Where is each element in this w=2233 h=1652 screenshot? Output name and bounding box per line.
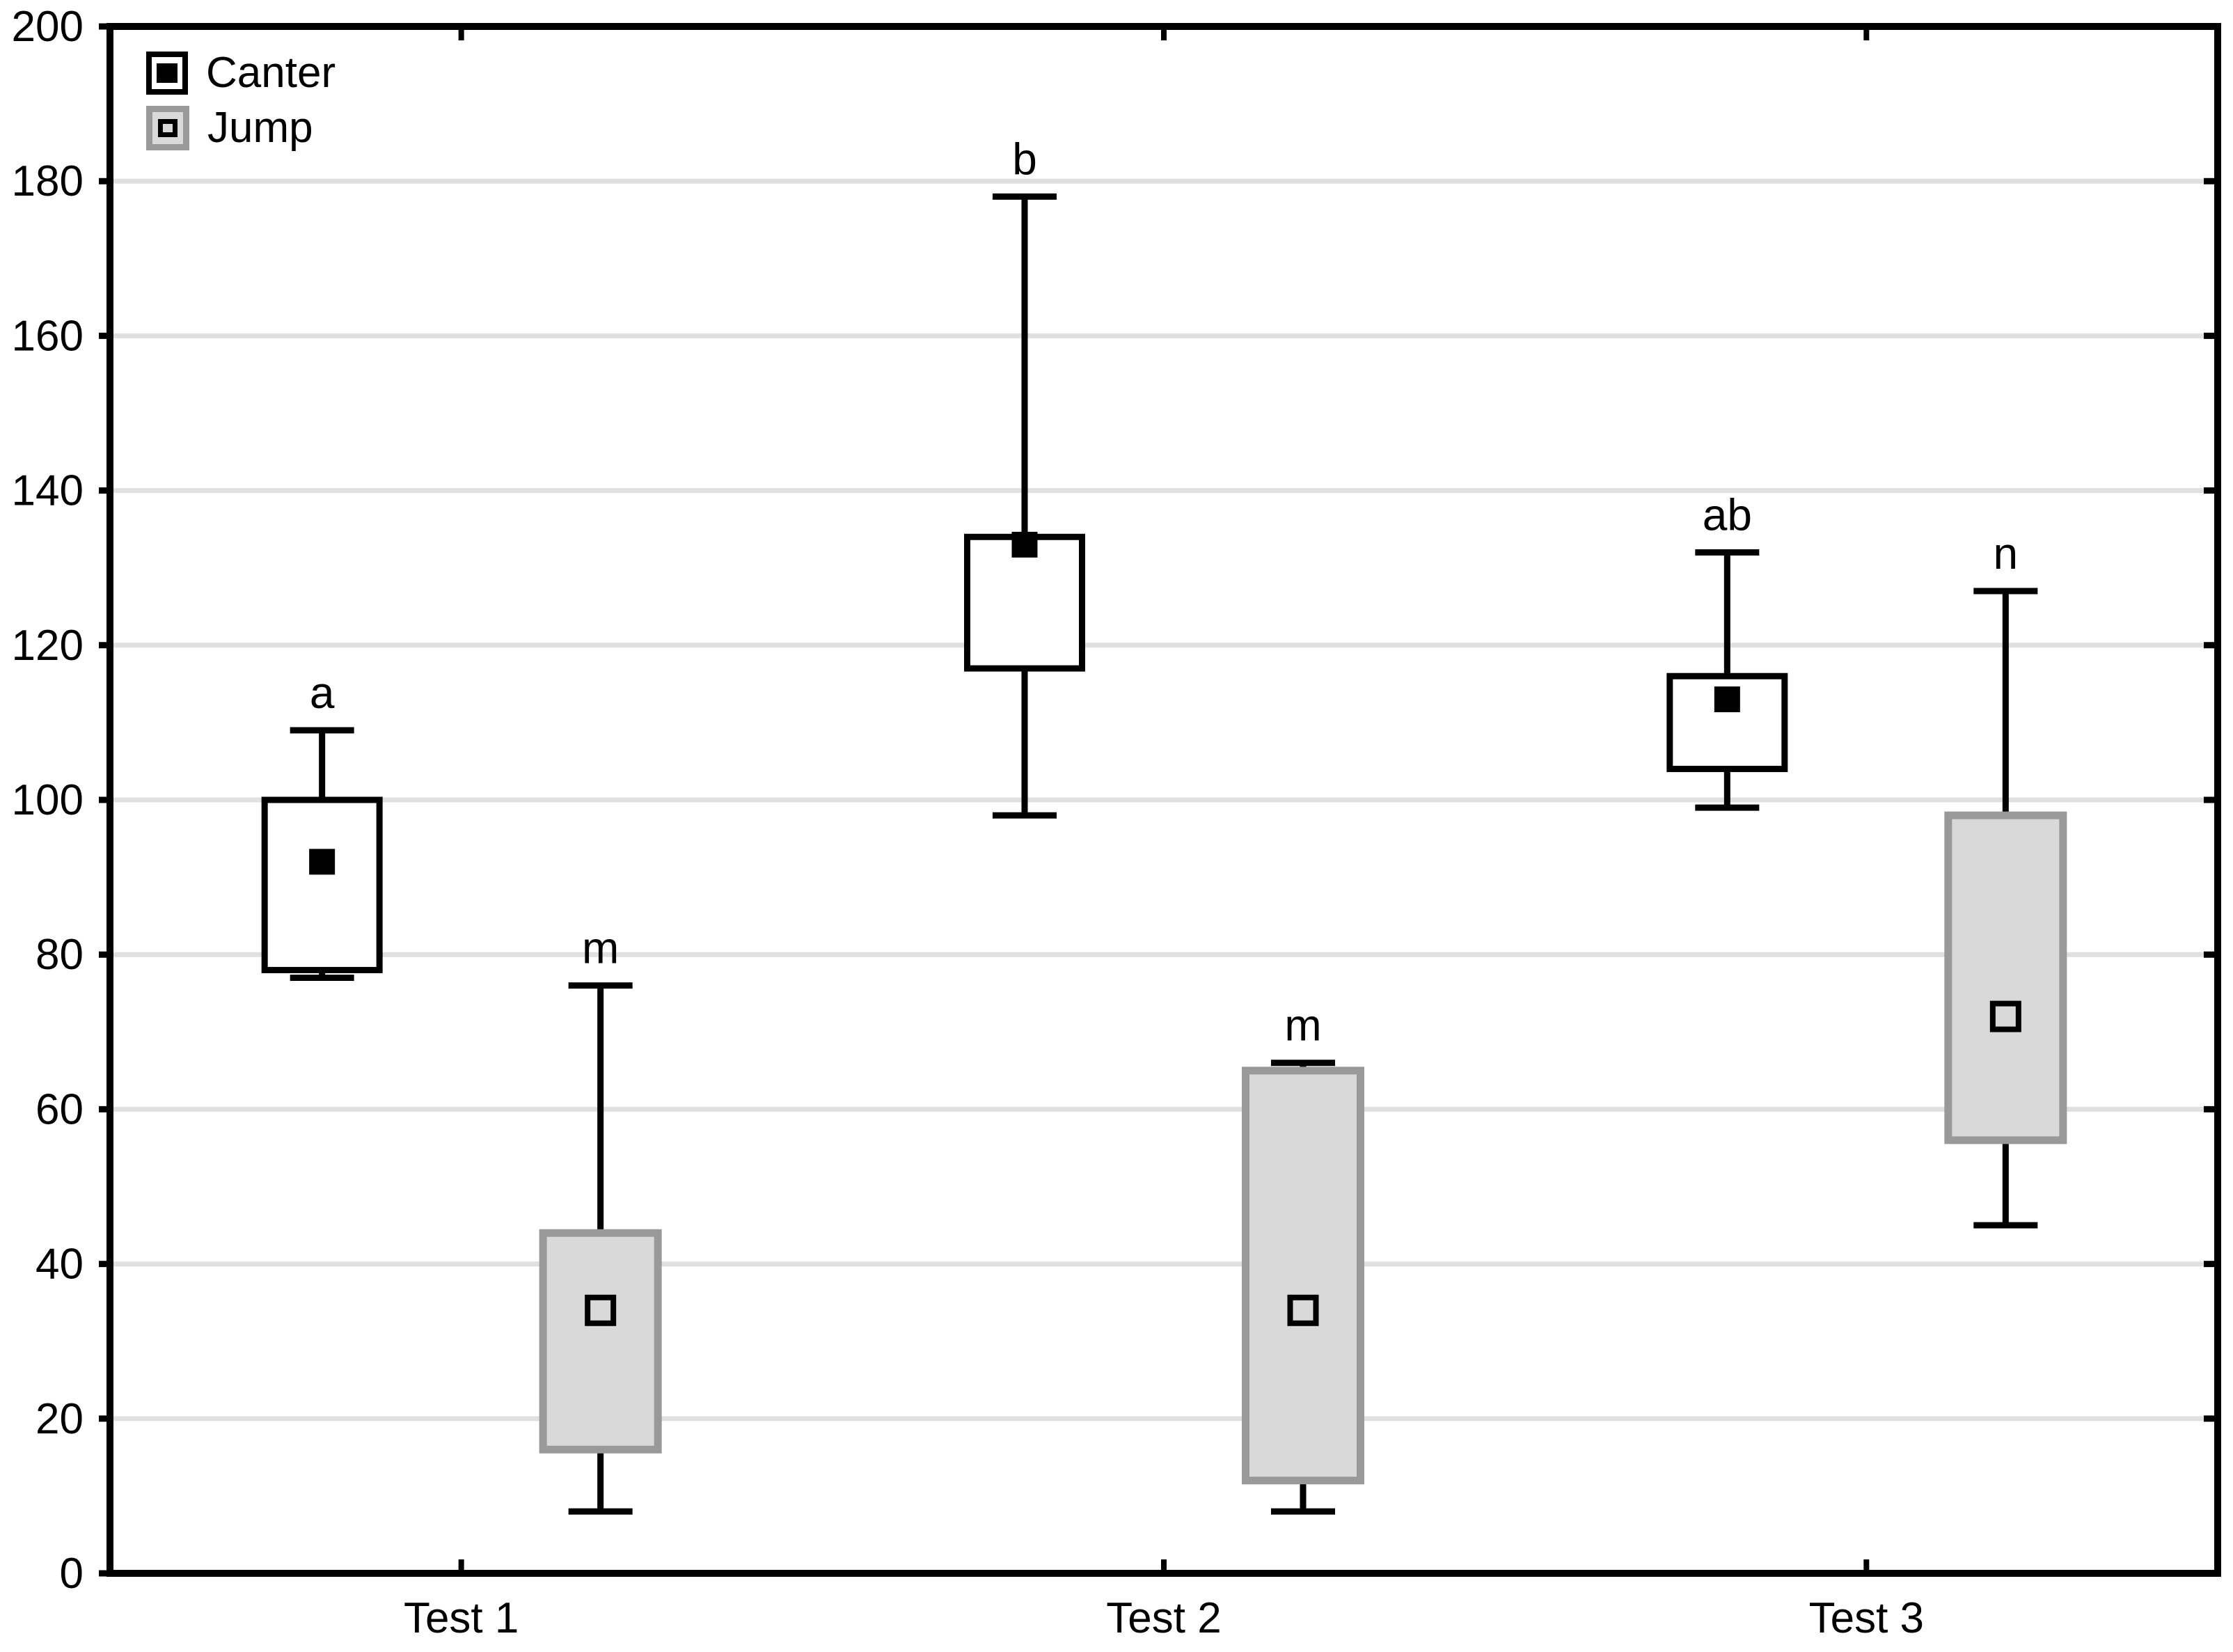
jump-box-marker-icon <box>146 106 189 150</box>
sig-label-canter-test-1: a <box>310 668 335 718</box>
sig-label-canter-test-3: ab <box>1703 489 1752 540</box>
x-axis-label-test-2: Test 2 <box>1106 1594 1221 1642</box>
legend-label-canter: Canter <box>206 49 336 97</box>
y-tick-label-160: 160 <box>12 312 84 360</box>
y-tick-label-0: 0 <box>60 1550 84 1598</box>
y-tick-label-200: 200 <box>12 3 84 51</box>
mean-marker-canter-test-2 <box>1011 531 1038 558</box>
sig-label-jump-test-3: n <box>1994 528 2019 579</box>
y-tick-label-20: 20 <box>35 1395 84 1443</box>
legend-label-jump: Jump <box>207 104 313 152</box>
sig-label-jump-test-1: m <box>582 923 619 973</box>
box-canter-test-2 <box>964 533 1085 672</box>
x-axis-label-test-3: Test 3 <box>1809 1594 1924 1642</box>
canter-box-marker-icon <box>146 52 188 95</box>
box-canter-test-1 <box>261 796 383 973</box>
sig-label-canter-test-2: b <box>1012 134 1037 184</box>
x-axis-label-test-1: Test 1 <box>404 1594 519 1642</box>
y-tick-label-180: 180 <box>12 157 84 205</box>
y-tick-label-80: 80 <box>35 931 84 979</box>
box-jump-test-3 <box>1944 811 2067 1144</box>
y-tick-label-140: 140 <box>12 467 84 515</box>
mean-marker-jump-test-2 <box>1287 1294 1319 1326</box>
y-tick-label-60: 60 <box>35 1085 84 1133</box>
y-tick-label-40: 40 <box>35 1241 84 1289</box>
sig-label-jump-test-2: m <box>1284 1000 1321 1051</box>
mean-marker-canter-test-3 <box>1714 686 1740 713</box>
legend-item-jump: Jump <box>146 106 336 150</box>
mean-marker-canter-test-1 <box>309 849 336 875</box>
legend: Canter Jump <box>146 52 336 150</box>
mean-marker-jump-test-3 <box>1989 1000 2021 1032</box>
y-tick-label-100: 100 <box>12 776 84 824</box>
y-tick-label-120: 120 <box>12 622 84 670</box>
mean-marker-jump-test-1 <box>585 1294 617 1326</box>
legend-item-canter: Canter <box>146 52 336 95</box>
box-jump-test-2 <box>1242 1067 1364 1485</box>
box-jump-test-1 <box>539 1229 662 1454</box>
